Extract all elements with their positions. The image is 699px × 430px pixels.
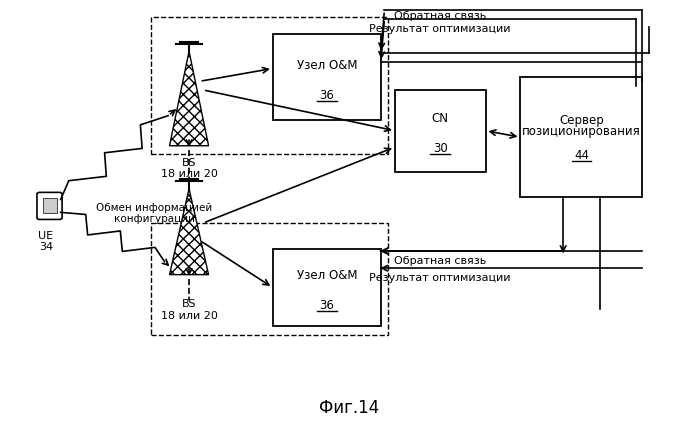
- Text: 44: 44: [574, 148, 589, 162]
- Text: Обратная связь: Обратная связь: [394, 11, 487, 21]
- Text: UE
34: UE 34: [38, 230, 54, 252]
- Text: CN: CN: [432, 112, 449, 125]
- Text: Фиг.14: Фиг.14: [319, 399, 380, 416]
- Text: Узел O&M: Узел O&M: [296, 268, 357, 282]
- FancyBboxPatch shape: [43, 199, 57, 214]
- Text: BS
18 или 20: BS 18 или 20: [161, 298, 217, 320]
- Polygon shape: [170, 52, 208, 147]
- Text: 36: 36: [319, 89, 334, 101]
- Text: Обратная связь: Обратная связь: [394, 255, 487, 265]
- FancyBboxPatch shape: [37, 193, 62, 220]
- Text: позиционирования: позиционирования: [522, 125, 641, 138]
- Polygon shape: [170, 189, 208, 275]
- Text: Результат оптимизации: Результат оптимизации: [370, 272, 511, 282]
- Text: Сервер: Сервер: [559, 114, 604, 127]
- FancyBboxPatch shape: [273, 35, 381, 121]
- Text: BS
18 или 20: BS 18 или 20: [161, 157, 217, 179]
- FancyBboxPatch shape: [395, 91, 486, 172]
- FancyBboxPatch shape: [273, 249, 381, 326]
- Text: Обмен информацией
конфигурации: Обмен информацией конфигурации: [96, 202, 212, 224]
- Text: 30: 30: [433, 142, 447, 155]
- FancyBboxPatch shape: [521, 78, 642, 198]
- Text: Результат оптимизации: Результат оптимизации: [370, 24, 511, 34]
- Text: Узел O&M: Узел O&M: [296, 58, 357, 71]
- Text: 36: 36: [319, 298, 334, 311]
